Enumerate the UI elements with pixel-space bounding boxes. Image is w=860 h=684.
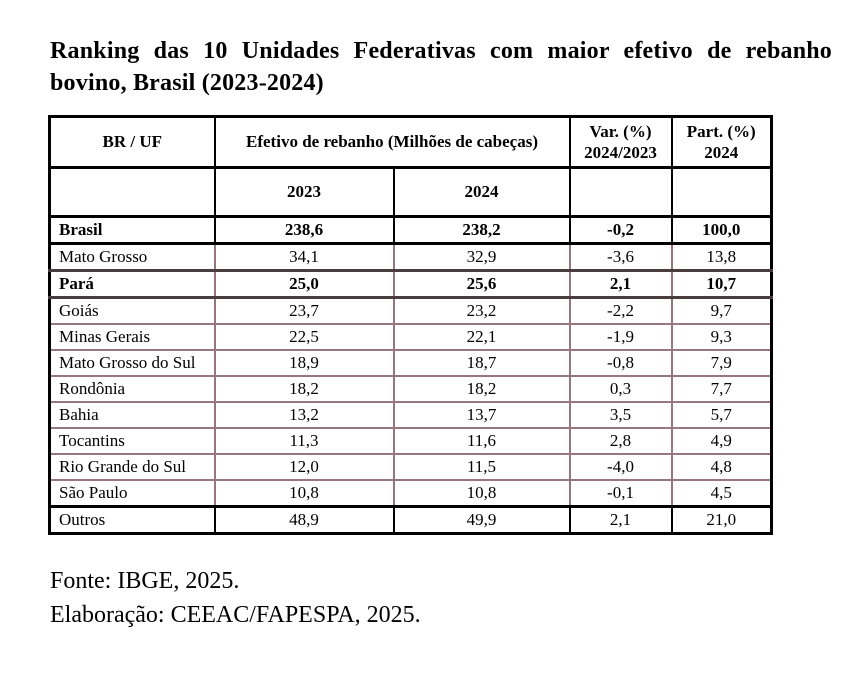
column-header-2023: 2023 (213, 166, 395, 219)
cell-value-2024: 13,7 (392, 401, 571, 430)
cell-participation: 4,9 (670, 427, 773, 456)
cell-participation: 9,3 (670, 323, 773, 352)
cell-participation: 4,8 (670, 453, 773, 482)
cell-participation: 100,0 (670, 215, 773, 246)
cell-variation: 2,1 (568, 505, 673, 536)
cell-variation: -4,0 (568, 453, 673, 482)
header-row-years: 2023 2024 (48, 166, 773, 219)
cell-value-2024: 10,8 (392, 479, 571, 508)
cell-value-2023: 48,9 (213, 505, 395, 536)
table-row: Mato Grosso 34,1 32,9 -3,6 13,8 (48, 242, 773, 272)
column-header-part-line2: 2024 (704, 143, 739, 163)
column-header-2024: 2024 (392, 166, 571, 219)
column-header-empty-part (670, 166, 773, 219)
footer-notes: Fonte: IBGE, 2025. Elaboração: CEEAC/FAP… (50, 565, 830, 632)
table-row: Mato Grosso do Sul 18,9 18,7 -0,8 7,9 (48, 349, 773, 378)
table-body: Brasil 238,6 238,2 -0,2 100,0 Mato Grosso 34,1… (48, 215, 773, 536)
cell-variation: -3,6 (568, 242, 673, 272)
footer-elaboration: Elaboração: CEEAC/FAPESPA, 2025. (50, 601, 421, 628)
column-header-part-line1: Part. (%) (686, 122, 756, 142)
table-row: São Paulo 10,8 10,8 -0,1 4,5 (48, 479, 773, 508)
cell-participation: 21,0 (670, 505, 773, 536)
cell-value-2023: 238,6 (213, 215, 395, 246)
cell-uf-name: Pará (48, 269, 216, 300)
table-row: Pará 25,0 25,6 2,1 10,7 (48, 269, 773, 300)
cell-variation: 0,3 (568, 375, 673, 404)
cell-participation: 7,7 (670, 375, 773, 404)
column-header-br-uf: BR / UF (48, 115, 216, 170)
cell-value-2024: 18,7 (392, 349, 571, 378)
cell-participation: 7,9 (670, 349, 773, 378)
cell-uf-name: Rondônia (48, 375, 216, 404)
table-row: Outros 48,9 49,9 2,1 21,0 (48, 505, 773, 536)
cell-value-2024: 238,2 (392, 215, 571, 246)
cell-variation: 3,5 (568, 401, 673, 430)
cell-value-2023: 11,3 (213, 427, 395, 456)
cell-value-2024: 18,2 (392, 375, 571, 404)
cell-value-2023: 25,0 (213, 269, 395, 300)
cell-participation: 10,7 (670, 269, 773, 300)
cell-participation: 9,7 (670, 296, 773, 326)
column-header-var-line1: Var. (%) (589, 122, 652, 142)
column-header-empty-var (568, 166, 673, 219)
cell-uf-name: Rio Grande do Sul (48, 453, 216, 482)
table-row: Bahia 13,2 13,7 3,5 5,7 (48, 401, 773, 430)
table-row: Brasil 238,6 238,2 -0,2 100,0 (48, 215, 773, 246)
table-row: Goiás 23,7 23,2 -2,2 9,7 (48, 296, 773, 326)
cell-value-2023: 34,1 (213, 242, 395, 272)
cattle-ranking-table: BR / UF Efetivo de rebanho (Milhões de c… (48, 115, 773, 536)
cell-uf-name: Goiás (48, 296, 216, 326)
cell-value-2023: 23,7 (213, 296, 395, 326)
page-title: Ranking das 10 Unidades Federativas com … (50, 38, 832, 96)
cell-uf-name: Minas Gerais (48, 323, 216, 352)
cell-value-2023: 18,2 (213, 375, 395, 404)
column-header-var: Var. (%) 2024/2023 (568, 115, 673, 170)
cell-value-2024: 11,6 (392, 427, 571, 456)
table-row: Minas Gerais 22,5 22,1 -1,9 9,3 (48, 323, 773, 352)
table-row: Rio Grande do Sul 12,0 11,5 -4,0 4,8 (48, 453, 773, 482)
cell-participation: 5,7 (670, 401, 773, 430)
cell-variation: -0,2 (568, 215, 673, 246)
cell-value-2024: 25,6 (392, 269, 571, 300)
cell-value-2023: 10,8 (213, 479, 395, 508)
table-row: Rondônia 18,2 18,2 0,3 7,7 (48, 375, 773, 404)
cell-value-2024: 11,5 (392, 453, 571, 482)
cell-variation: 2,8 (568, 427, 673, 456)
cell-variation: -2,2 (568, 296, 673, 326)
cell-value-2024: 49,9 (392, 505, 571, 536)
table-header: BR / UF Efetivo de rebanho (Milhões de c… (48, 115, 773, 219)
cell-uf-name: Tocantins (48, 427, 216, 456)
cell-variation: 2,1 (568, 269, 673, 300)
cell-uf-name: Mato Grosso (48, 242, 216, 272)
cell-value-2023: 12,0 (213, 453, 395, 482)
cell-value-2023: 22,5 (213, 323, 395, 352)
cell-uf-name: Bahia (48, 401, 216, 430)
table-row: Tocantins 11,3 11,6 2,8 4,9 (48, 427, 773, 456)
cell-participation: 4,5 (670, 479, 773, 508)
cell-value-2024: 22,1 (392, 323, 571, 352)
cell-variation: -0,8 (568, 349, 673, 378)
cell-variation: -0,1 (568, 479, 673, 508)
column-header-var-line2: 2024/2023 (584, 143, 657, 163)
cell-uf-name: Outros (48, 505, 216, 536)
cell-uf-name: Mato Grosso do Sul (48, 349, 216, 378)
header-row-main: BR / UF Efetivo de rebanho (Milhões de c… (48, 115, 773, 170)
cell-value-2024: 32,9 (392, 242, 571, 272)
cell-uf-name: São Paulo (48, 479, 216, 508)
column-header-efetivo: Efetivo de rebanho (Milhões de cabeças) (213, 115, 571, 170)
cell-value-2023: 13,2 (213, 401, 395, 430)
cell-value-2024: 23,2 (392, 296, 571, 326)
cell-variation: -1,9 (568, 323, 673, 352)
footer-source: Fonte: IBGE, 2025. (50, 568, 240, 595)
column-header-empty-uf (48, 166, 216, 219)
cell-participation: 13,8 (670, 242, 773, 272)
cell-uf-name: Brasil (48, 215, 216, 246)
cell-value-2023: 18,9 (213, 349, 395, 378)
column-header-part: Part. (%) 2024 (670, 115, 773, 170)
